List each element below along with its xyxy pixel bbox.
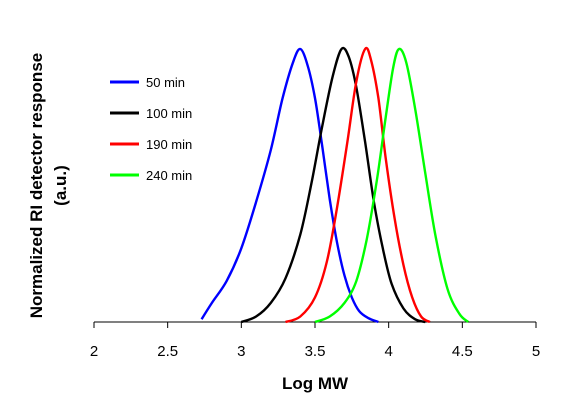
legend-label-2: 100 min	[146, 106, 192, 121]
legend-label-3: 190 min	[146, 137, 192, 152]
plot-area: 2 2.5 3 3.5 4 4.5 5	[90, 46, 540, 360]
x-tick-label: 2	[90, 343, 98, 360]
series-line-3	[285, 46, 431, 324]
x-tick-label: 2.5	[157, 343, 178, 360]
series-line-4	[314, 47, 470, 324]
y-axis-title-line-1: Normalized RI detector response	[27, 53, 46, 318]
x-tick-label: 4.5	[452, 343, 473, 360]
x-ticks: 2 2.5 3 3.5 4 4.5 5	[90, 322, 540, 360]
x-tick-label: 3	[237, 343, 245, 360]
y-axis-title-line-2: (a.u.)	[51, 165, 70, 206]
x-tick-label: 5	[532, 343, 540, 360]
legend: 50 min 100 min 190 min 240 min	[110, 75, 192, 183]
x-axis-title: Log MW	[282, 374, 349, 393]
x-tick-label: 3.5	[305, 343, 326, 360]
y-axis-title: Normalized RI detector response (a.u.)	[27, 53, 70, 318]
series-line-2	[240, 46, 426, 324]
series-line-1	[200, 47, 379, 324]
series-layer	[200, 46, 470, 324]
legend-label-1: 50 min	[146, 75, 185, 90]
legend-label-4: 240 min	[146, 168, 192, 183]
x-tick-label: 4	[384, 343, 392, 360]
